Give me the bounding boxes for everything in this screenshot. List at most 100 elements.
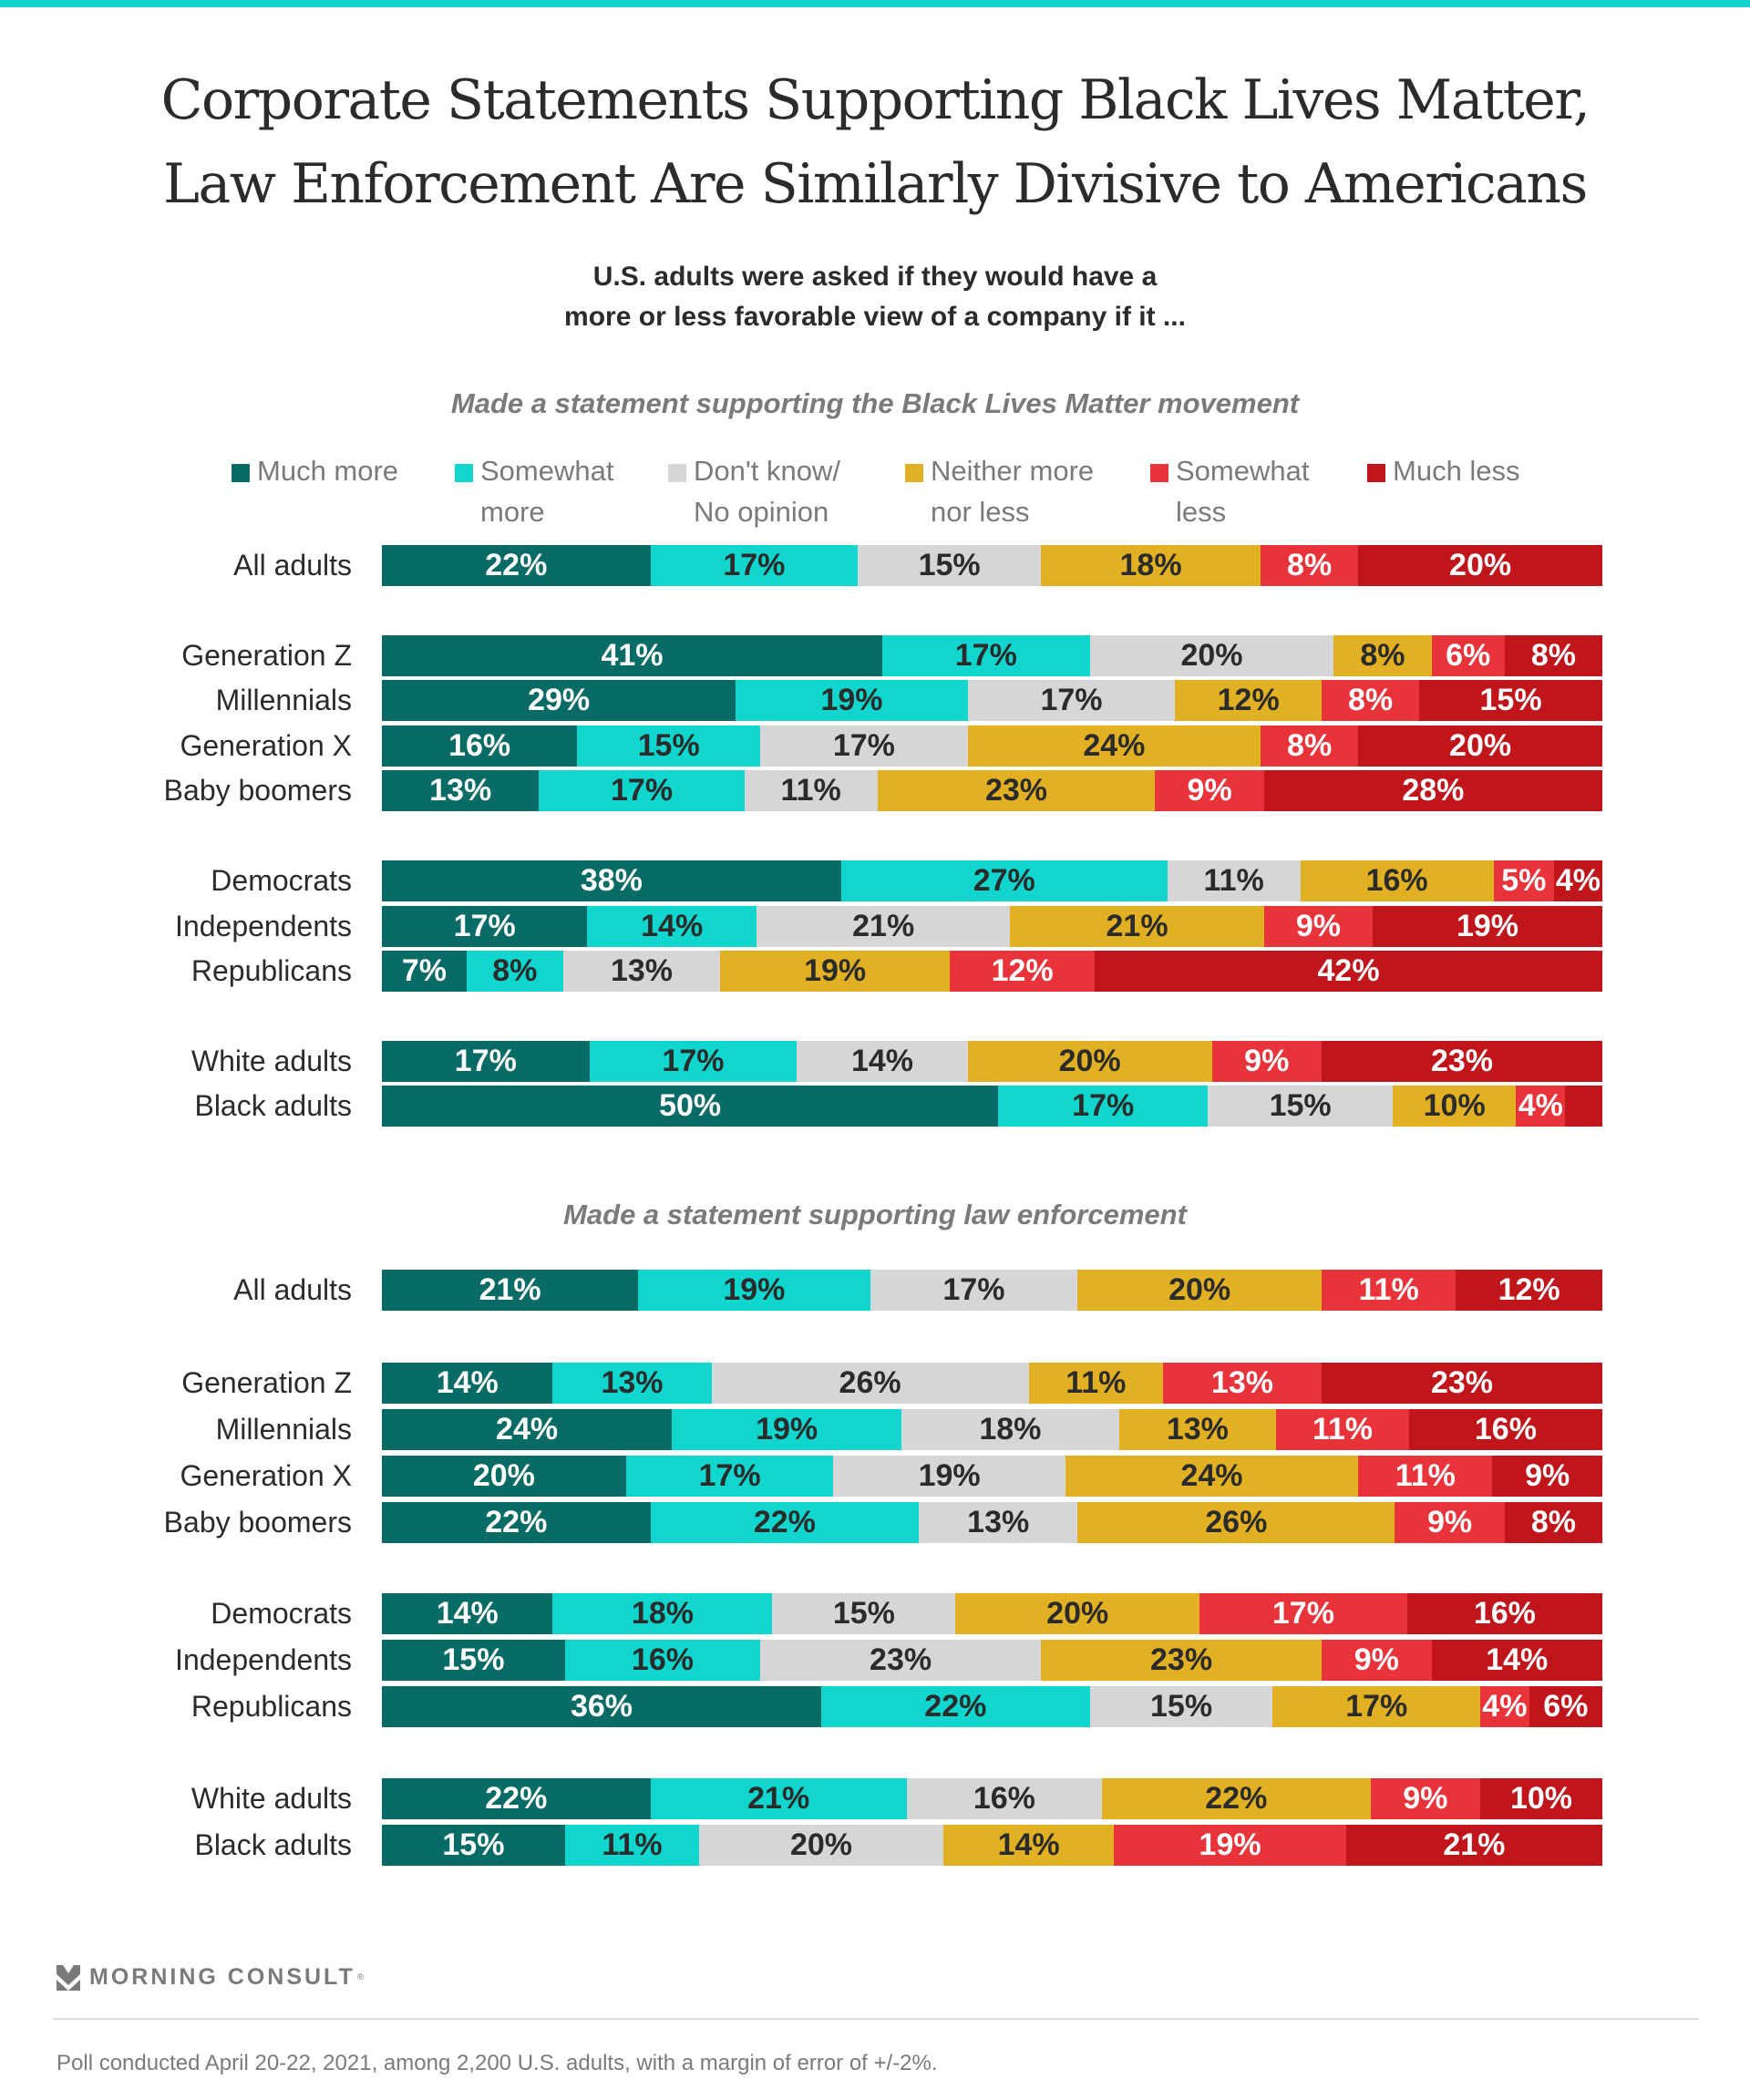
segment-somewhat-less: 8%: [1261, 726, 1359, 767]
segment-much-more: 29%: [382, 680, 736, 721]
row-label-millennials: Millennials: [215, 684, 352, 716]
section-title-blm: Made a statement supporting the Black Li…: [450, 387, 1300, 419]
segment-somewhat-more: 11%: [564, 1825, 700, 1866]
segment-neither-more-nor-less: 18%: [1041, 545, 1261, 586]
segment-much-less: 16%: [1406, 1593, 1602, 1634]
segment-somewhat-less: 9%: [1263, 906, 1374, 947]
segment-neither-more-nor-less: 17%: [1272, 1686, 1481, 1727]
segment-much-more: 22%: [382, 1778, 651, 1819]
row-label-generation-z: Generation Z: [181, 1366, 352, 1399]
row-label-generation-z: Generation Z: [181, 639, 352, 672]
segment-somewhat-less: 8%: [1322, 680, 1420, 721]
segment-somewhat-less: 9%: [1395, 1502, 1505, 1543]
segment-neither-more-nor-less: 11%: [1028, 1363, 1163, 1404]
segment-somewhat-less: 9%: [1322, 1640, 1432, 1681]
segment-much-less: 8%: [1504, 635, 1602, 676]
segment-much-less: 42%: [1095, 951, 1602, 992]
bar-republicans: 36% 22% 15% 17% 4% 6%: [382, 1686, 1602, 1727]
segment-somewhat-less: 12%: [950, 951, 1096, 992]
segment-don-t-know-no-opinion: 17%: [870, 1270, 1078, 1311]
legend-swatch-somewhat-less: [1150, 464, 1168, 482]
segment-somewhat-more: 17%: [998, 1086, 1209, 1127]
segment-don-t-know-no-opinion: 13%: [919, 1502, 1078, 1543]
segment-much-more: 17%: [382, 1041, 590, 1082]
segment-somewhat-more: 18%: [552, 1593, 773, 1634]
segment-don-t-know-no-opinion: 20%: [1089, 635, 1334, 676]
segment-somewhat-more: 17%: [539, 770, 745, 811]
segment-neither-more-nor-less: 20%: [1077, 1270, 1323, 1311]
segment-don-t-know-no-opinion: 26%: [711, 1363, 1029, 1404]
subtitle-line-1: U.S. adults were asked if they would hav…: [592, 262, 1158, 292]
segment-much-more: 36%: [382, 1686, 822, 1727]
segment-neither-more-nor-less: 16%: [1300, 860, 1494, 901]
segment-neither-more-nor-less: 22%: [1102, 1778, 1371, 1819]
segment-much-more: 38%: [382, 860, 841, 901]
segment-somewhat-less: 4%: [1480, 1686, 1529, 1727]
segment-much-more: 14%: [382, 1593, 553, 1634]
row-label-black-adults: Black adults: [194, 1828, 352, 1861]
segment-much-more: 20%: [382, 1456, 626, 1497]
segment-neither-more-nor-less: 14%: [942, 1825, 1115, 1866]
segment-much-more: 15%: [382, 1825, 565, 1866]
segment-neither-more-nor-less: 19%: [720, 951, 951, 992]
segment-much-less: 23%: [1322, 1041, 1602, 1082]
methodology-note: Poll conducted April 20-22, 2021, among …: [57, 2051, 938, 2075]
bar-generation-z: 41% 17% 20% 8% 6% 8%: [382, 635, 1602, 676]
row-label-all-adults: All adults: [233, 1273, 352, 1306]
segment-much-less: 6%: [1529, 1686, 1602, 1727]
row-label-millennials: Millennials: [215, 1413, 352, 1446]
segment-much-more: 21%: [382, 1270, 639, 1311]
segment-don-t-know-no-opinion: 15%: [1208, 1086, 1394, 1127]
segment-don-t-know-no-opinion: 15%: [772, 1593, 956, 1634]
section-title-law-enforcement: Made a statement supporting law enforcem…: [563, 1199, 1187, 1230]
bar-democrats: 14% 18% 15% 20% 17% 16%: [382, 1593, 1602, 1634]
legend-label-line2: nor less: [931, 496, 1030, 528]
segment-somewhat-less: 11%: [1276, 1409, 1409, 1450]
segment-much-less: 21%: [1345, 1825, 1602, 1866]
row-label-baby-boomers: Baby boomers: [163, 774, 352, 807]
segment-somewhat-more: 17%: [589, 1041, 798, 1082]
segment-don-t-know-no-opinion: 19%: [833, 1456, 1065, 1497]
segment-much-less: 8%: [1504, 1502, 1602, 1543]
legend: Much more Somewhat more Don't know/No opi…: [0, 450, 1750, 532]
segment-somewhat-less: 4%: [1516, 1086, 1566, 1127]
segment-don-t-know-no-opinion: 14%: [797, 1041, 968, 1082]
segment-neither-more-nor-less: 13%: [1118, 1409, 1277, 1450]
legend-label-line2: less: [1176, 496, 1227, 528]
segment-neither-more-nor-less: 10%: [1393, 1086, 1517, 1127]
segment-much-less: 14%: [1431, 1640, 1602, 1681]
segment-somewhat-more: 19%: [672, 1409, 902, 1450]
row-label-black-adults: Black adults: [194, 1089, 352, 1122]
segment-neither-more-nor-less: 20%: [967, 1041, 1212, 1082]
bar-all-adults: 21% 19% 17% 20% 11% 12%: [382, 1270, 1602, 1311]
segment-somewhat-more: 16%: [564, 1640, 761, 1681]
segment-somewhat-more: 19%: [736, 680, 968, 721]
bar-republicans: 7% 8% 13% 19% 12% 42%: [382, 951, 1602, 992]
legend-label-line2: more: [480, 496, 545, 528]
bar-independents: 15% 16% 23% 23% 9% 14%: [382, 1640, 1602, 1681]
segment-much-more: 22%: [382, 545, 651, 586]
segment-somewhat-more: 19%: [638, 1270, 870, 1311]
bar-generation-x: 20% 17% 19% 24% 11% 9%: [382, 1456, 1602, 1497]
row-label-independents: Independents: [175, 1643, 352, 1676]
segment-somewhat-more: 13%: [552, 1363, 712, 1404]
legend-swatch-much-less: [1367, 464, 1385, 482]
segment-somewhat-more: 17%: [650, 545, 859, 586]
segment-don-t-know-no-opinion: 11%: [744, 770, 878, 811]
segment-don-t-know-no-opinion: 23%: [760, 1640, 1042, 1681]
row-label-generation-x: Generation X: [180, 729, 352, 762]
segment-somewhat-less: 19%: [1114, 1825, 1346, 1866]
segment-neither-more-nor-less: 23%: [1041, 1640, 1323, 1681]
legend-label: Don't know/: [694, 455, 840, 487]
segment-somewhat-less: 17%: [1199, 1593, 1407, 1634]
segment-don-t-know-no-opinion: 15%: [1089, 1686, 1273, 1727]
segment-much-more: 15%: [382, 1640, 565, 1681]
segment-somewhat-less: 9%: [1211, 1041, 1322, 1082]
segment-much-less: 19%: [1373, 906, 1602, 947]
segment-much-less: 16%: [1408, 1409, 1602, 1450]
bar-black-adults: 15% 11% 20% 14% 19% 21%: [382, 1825, 1602, 1866]
segment-don-t-know-no-opinion: 11%: [1167, 860, 1301, 901]
subtitle-line-2: more or less favorable view of a company…: [564, 302, 1186, 332]
segment-much-more: 13%: [382, 770, 540, 811]
segment-much-less: 15%: [1419, 680, 1602, 721]
